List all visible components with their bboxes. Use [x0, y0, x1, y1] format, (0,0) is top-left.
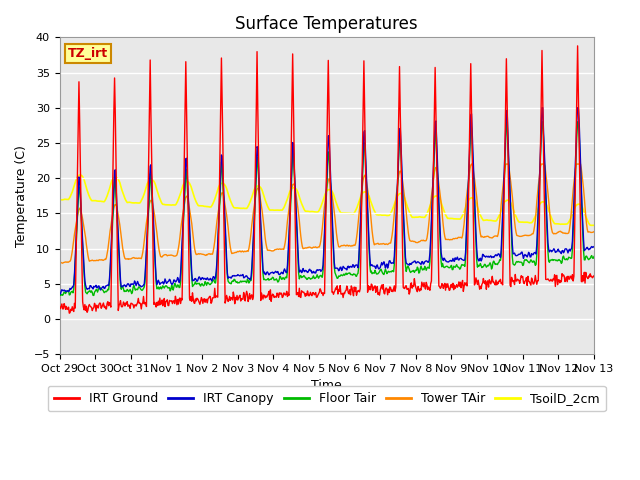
Legend: IRT Ground, IRT Canopy, Floor Tair, Tower TAir, TsoilD_2cm: IRT Ground, IRT Canopy, Floor Tair, Towe…: [48, 386, 606, 411]
Text: TZ_irt: TZ_irt: [68, 47, 108, 60]
Title: Surface Temperatures: Surface Temperatures: [236, 15, 418, 33]
X-axis label: Time: Time: [312, 379, 342, 393]
Y-axis label: Temperature (C): Temperature (C): [15, 145, 28, 247]
